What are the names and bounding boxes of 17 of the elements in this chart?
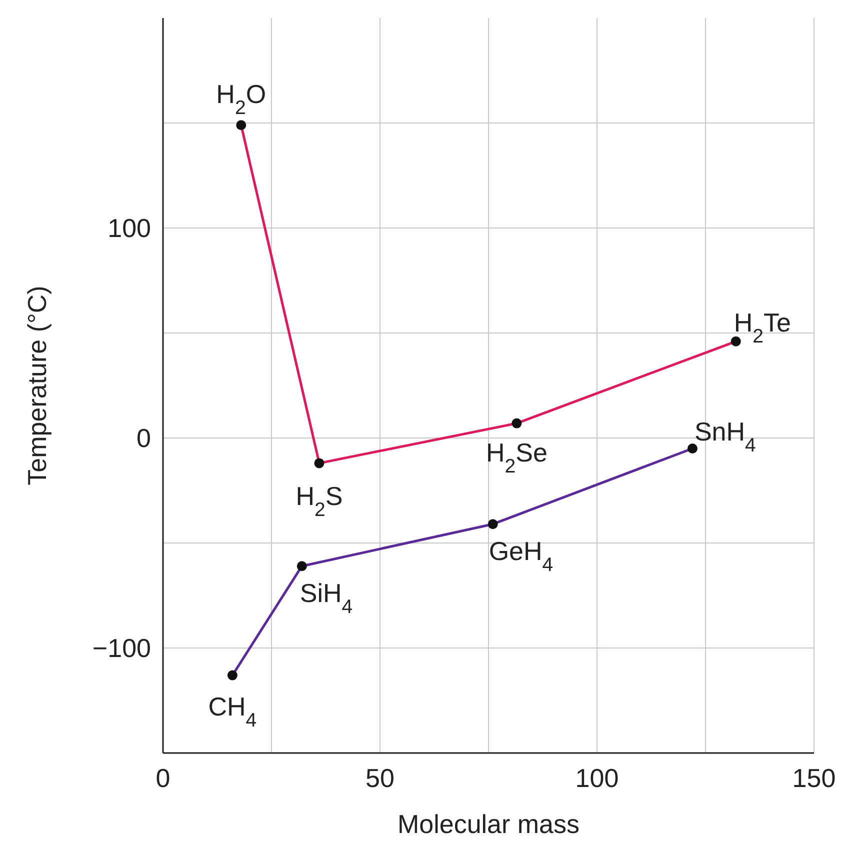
y-tick-label: 0 bbox=[136, 423, 151, 453]
annotation: SiH$_{4}$ bbox=[300, 578, 353, 618]
x-tick-label: 50 bbox=[366, 763, 394, 793]
x-axis-title: Molecular mass bbox=[397, 809, 580, 839]
x-tick-label: 150 bbox=[792, 763, 836, 793]
y-tick-label: −100 bbox=[92, 633, 151, 663]
x-tick-label: 0 bbox=[156, 763, 170, 793]
annotation: H$_{2}$O bbox=[216, 79, 266, 120]
y-axis-title: Temperature (°C) bbox=[22, 286, 52, 486]
annotation: CH$_{4}$ bbox=[208, 691, 257, 732]
annotation: SnH$_{4}$ bbox=[694, 416, 756, 456]
annotation: H$_{2}$Se bbox=[486, 437, 548, 478]
annotation: H$_{2}$S bbox=[296, 481, 343, 522]
x-tick-label: 100 bbox=[575, 763, 619, 793]
y-tick-label: 100 bbox=[108, 213, 151, 243]
annotation: GeH$_{4}$ bbox=[488, 536, 554, 576]
annotation: H$_{2}$Te bbox=[734, 307, 791, 348]
